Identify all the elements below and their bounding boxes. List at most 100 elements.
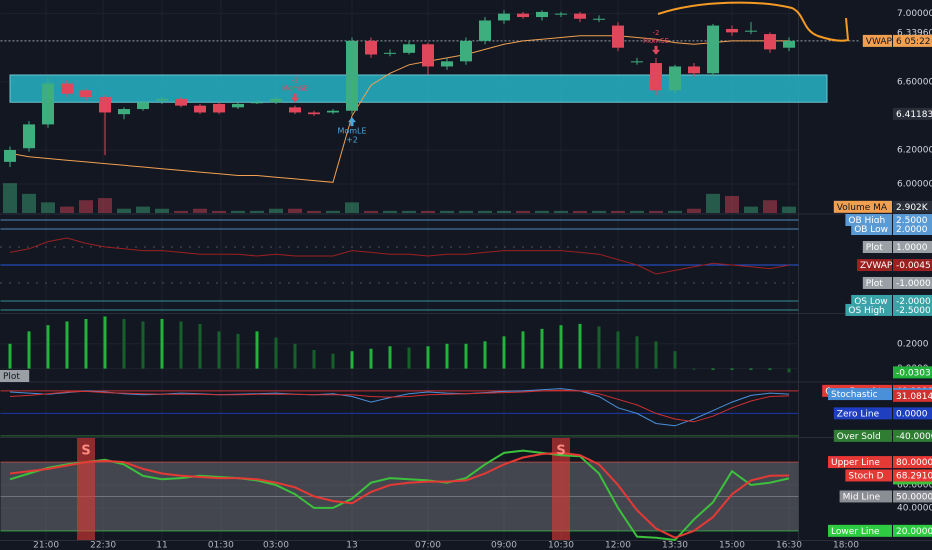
volume-bar bbox=[459, 210, 473, 213]
volume-bar bbox=[250, 210, 264, 213]
level-name-box bbox=[862, 241, 892, 254]
histogram-bar bbox=[255, 331, 259, 369]
candle-body bbox=[441, 61, 453, 67]
volume-ma-name: Volume MA bbox=[837, 203, 888, 213]
histogram-bar bbox=[768, 368, 772, 370]
x-tick-label: 13 bbox=[346, 541, 357, 550]
volume-ma-value: 2.902K bbox=[896, 203, 929, 213]
volume-bar bbox=[98, 198, 112, 213]
level-name: Lower Line bbox=[831, 527, 880, 537]
histogram-bar bbox=[749, 368, 753, 370]
volume-bar bbox=[383, 210, 397, 213]
level-name: OS High bbox=[848, 306, 884, 316]
histogram-bar bbox=[312, 349, 316, 369]
candle-body bbox=[460, 40, 472, 62]
candle-body bbox=[289, 107, 301, 113]
volume-bar bbox=[136, 206, 150, 213]
volume-bar bbox=[592, 210, 606, 213]
series-line bbox=[9, 237, 790, 275]
series-value: -0.0045 bbox=[896, 261, 931, 271]
level-value-box bbox=[893, 223, 932, 236]
histogram-bar bbox=[8, 343, 12, 369]
histogram-bar bbox=[597, 326, 601, 369]
histogram-bar bbox=[350, 351, 354, 369]
level-value-box bbox=[893, 429, 932, 442]
volume-bar bbox=[516, 210, 530, 213]
histogram-bar bbox=[559, 325, 563, 369]
level-name: OB High bbox=[848, 216, 885, 226]
vwap-countdown-box bbox=[893, 34, 932, 47]
y-tick-label: 0.2000 bbox=[897, 339, 929, 349]
series-name-box bbox=[857, 259, 892, 272]
histogram-bar bbox=[46, 325, 50, 369]
candle-body bbox=[498, 13, 510, 21]
vwap-countdown: 6 05:22 bbox=[896, 37, 931, 47]
volume-bar bbox=[155, 208, 169, 213]
level-name: OB Low bbox=[854, 225, 888, 235]
level-value: -2.0000 bbox=[896, 297, 931, 307]
level-value: 80.0000 bbox=[896, 458, 932, 468]
signal-label: S bbox=[81, 444, 90, 459]
candle-body bbox=[707, 25, 719, 74]
signal-text: MomLE bbox=[337, 127, 366, 136]
level-value: 1.0000 bbox=[896, 243, 928, 253]
candle-body bbox=[650, 63, 662, 91]
level-name: Zero Line bbox=[837, 409, 880, 419]
level-name-box bbox=[851, 223, 892, 236]
histogram-bar bbox=[293, 343, 297, 369]
series-value-box bbox=[893, 389, 932, 402]
candle-body bbox=[764, 34, 776, 50]
level-name-box bbox=[833, 407, 892, 420]
series-line bbox=[9, 388, 790, 427]
candle-body bbox=[669, 66, 681, 91]
candle-body bbox=[213, 103, 225, 113]
histogram-bar bbox=[103, 316, 107, 369]
volume-bar bbox=[22, 193, 36, 213]
series-value-box bbox=[893, 469, 932, 482]
level-name: Plot bbox=[866, 243, 883, 253]
series-value-box bbox=[893, 259, 932, 272]
histogram-bar bbox=[122, 318, 126, 369]
signal-arrow bbox=[291, 93, 299, 103]
histogram-bar bbox=[160, 318, 164, 369]
signal-text: MomSE bbox=[643, 37, 669, 45]
level-value-box bbox=[893, 407, 932, 420]
histogram-bar bbox=[654, 341, 658, 369]
x-tick-label: 22:30 bbox=[90, 541, 116, 550]
volume-bar bbox=[231, 210, 245, 213]
y-tick-label: 6.00000 bbox=[897, 180, 932, 190]
level-value: 2.0000 bbox=[896, 225, 928, 235]
candle-body bbox=[384, 52, 396, 54]
signal-sub: +2 bbox=[346, 136, 358, 145]
level-name: OS Low bbox=[854, 297, 887, 307]
volume-bar bbox=[364, 210, 378, 213]
level-value: 2.5000 bbox=[896, 216, 928, 226]
volume-bar bbox=[554, 210, 568, 213]
candle-body bbox=[251, 102, 263, 104]
histogram-bar bbox=[141, 321, 145, 369]
volume-bar bbox=[212, 210, 226, 213]
histogram-bar bbox=[502, 336, 506, 369]
marks bbox=[0, 10, 828, 542]
histogram-bar bbox=[692, 368, 696, 370]
signal-band bbox=[552, 438, 570, 540]
candle-body bbox=[631, 61, 643, 63]
volume-bar bbox=[193, 208, 207, 213]
vwap-line bbox=[9, 35, 789, 183]
level-value-box bbox=[893, 524, 932, 537]
volume-ma-value-box bbox=[893, 200, 932, 213]
series-name: ZVWAP bbox=[860, 261, 893, 271]
histogram-bar bbox=[521, 331, 525, 369]
histogram-bar bbox=[388, 346, 392, 369]
candle-body bbox=[479, 20, 491, 41]
level-value-box bbox=[893, 490, 932, 503]
volume-bar bbox=[3, 183, 17, 213]
volume-bar bbox=[117, 208, 131, 213]
y-tick-label: 60.0000 bbox=[897, 480, 932, 490]
series-name-box bbox=[828, 388, 892, 401]
volume-bar bbox=[497, 210, 511, 213]
panel-series-name-box bbox=[0, 370, 30, 382]
x-tick-label: 03:00 bbox=[263, 541, 289, 550]
series-value: 68.2910 bbox=[896, 471, 932, 481]
